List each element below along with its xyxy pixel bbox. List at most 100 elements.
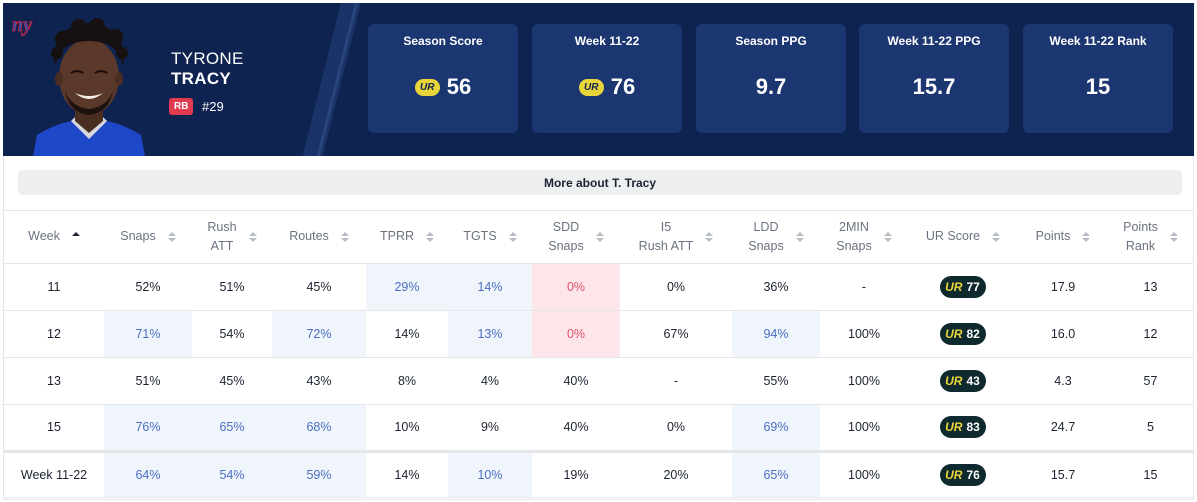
- table-cell: 100%: [820, 357, 908, 405]
- stat-card-label: Season Score: [403, 34, 483, 48]
- table-cell: 15: [1108, 449, 1193, 498]
- more-about-section: More about T. Tracy: [3, 156, 1194, 210]
- column-header-label: UR Score: [925, 229, 981, 244]
- table-row: 13 51% 45% 43% 8% 4% 40% -55% 100% UR 43 4.3 57: [4, 357, 1193, 405]
- table-cell: 68%: [272, 404, 366, 452]
- table-cell: 0%: [620, 263, 732, 311]
- column-header-label: Points: [1035, 229, 1071, 244]
- weekly-stats-table-container: Week Snaps Rush ATT Routes TPRR TGTS SDD Snaps I5…: [3, 210, 1194, 500]
- giants-logo-icon: ny: [12, 14, 33, 36]
- table-cell: 76%: [104, 404, 192, 452]
- table-cell: 13: [1108, 263, 1193, 311]
- ur-logo-icon: UR: [414, 78, 440, 96]
- table-cell: 51%: [104, 357, 192, 405]
- column-header[interactable]: Points: [1018, 211, 1108, 264]
- column-header[interactable]: I5 Rush ATT: [620, 211, 732, 264]
- column-header-label: Rush ATT: [207, 219, 237, 253]
- table-cell: UR 76: [908, 449, 1018, 498]
- sort-arrows-icon[interactable]: [1082, 231, 1091, 242]
- table-cell: 59%: [272, 449, 366, 498]
- sort-arrows-icon[interactable]: [167, 231, 176, 242]
- table-cell: 12: [4, 310, 104, 358]
- summary-row: Week 11-22 64% 54% 59% 14% 10% 19% 20% 65% 100% UR…: [4, 449, 1193, 498]
- column-header[interactable]: Routes: [272, 211, 366, 264]
- stat-card-season-ppg: Season PPG 9.7: [696, 24, 846, 133]
- table-row: 12 71% 54% 72% 14% 13% 0% 67% 94% 100% UR 82 16.0 12: [4, 310, 1193, 358]
- weekly-stats-table: Week Snaps Rush ATT Routes TPRR TGTS SDD Snaps I5…: [4, 211, 1193, 498]
- table-row: 15 76% 65% 68% 10% 9% 40% 0% 69% 100% UR 83 24.7 5: [4, 404, 1193, 452]
- column-header[interactable]: SDD Snaps: [532, 211, 620, 264]
- table-cell: 9%: [448, 404, 532, 452]
- svg-text:ny: ny: [12, 14, 32, 36]
- sort-arrows-icon[interactable]: [340, 231, 349, 242]
- stat-card-value: 56: [446, 74, 472, 99]
- sort-arrows-icon[interactable]: [883, 231, 892, 242]
- table-cell: 100%: [820, 449, 908, 498]
- stat-card-label: Week 11-22 PPG: [887, 34, 981, 48]
- sort-arrows-icon[interactable]: [992, 231, 1001, 242]
- column-header-label: SDD Snaps: [548, 219, 584, 253]
- table-cell: 45%: [272, 263, 366, 311]
- stat-card-value: 76: [610, 74, 636, 99]
- column-header[interactable]: TPRR: [366, 211, 448, 264]
- column-header-label: TPRR: [379, 229, 415, 244]
- ur-score-badge: UR 83: [940, 416, 986, 438]
- column-header[interactable]: Week: [4, 211, 104, 264]
- table-cell: Week 11-22: [4, 449, 104, 498]
- ur-logo-icon: UR: [945, 373, 963, 388]
- column-header-label: I5 Rush ATT: [638, 219, 694, 253]
- table-cell: 5: [1108, 404, 1193, 452]
- table-cell: 54%: [192, 310, 272, 358]
- sort-arrows-icon[interactable]: [426, 231, 435, 242]
- sort-arrows-icon[interactable]: [795, 231, 804, 242]
- table-cell: 71%: [104, 310, 192, 358]
- jersey-number: #29: [202, 99, 224, 114]
- stat-card-label: Week 11-22 Rank: [1049, 34, 1147, 48]
- column-header[interactable]: UR Score: [908, 211, 1018, 264]
- table-cell: -: [820, 263, 908, 311]
- table-cell: 14%: [448, 263, 532, 311]
- ur-logo-icon: UR: [945, 420, 963, 434]
- table-header-row: Week Snaps Rush ATT Routes TPRR TGTS SDD Snaps I5…: [4, 211, 1193, 264]
- column-header-label: LDD Snaps: [748, 219, 784, 253]
- table-cell: 65%: [732, 449, 820, 498]
- table-cell: 45%: [192, 357, 272, 405]
- table-cell: -: [620, 357, 732, 405]
- column-header[interactable]: LDD Snaps: [732, 211, 820, 264]
- table-cell: 94%: [732, 310, 820, 358]
- player-header: ny TYRONE TRACY RB #29 Season Score UR 56: [3, 3, 1194, 156]
- table-cell: 52%: [104, 263, 192, 311]
- sort-arrows-icon[interactable]: [248, 231, 257, 242]
- stat-card-week-ppg: Week 11-22 PPG 15.7: [859, 24, 1009, 133]
- table-cell: 4.3: [1018, 357, 1108, 405]
- sort-arrows-icon[interactable]: [71, 231, 80, 242]
- sort-arrows-icon[interactable]: [595, 231, 604, 242]
- table-cell: 0%: [620, 404, 732, 452]
- table-cell: 19%: [532, 449, 620, 498]
- column-header-label: TGTS: [463, 229, 497, 244]
- sort-arrows-icon[interactable]: [705, 231, 714, 242]
- stat-card-label: Week 11-22: [574, 34, 640, 48]
- more-about-button[interactable]: More about T. Tracy: [18, 170, 1182, 195]
- table-cell: 29%: [366, 263, 448, 311]
- table-cell: UR 77: [908, 263, 1018, 311]
- table-cell: 72%: [272, 310, 366, 358]
- sort-arrows-icon[interactable]: [1169, 231, 1178, 242]
- column-header-label: Routes: [289, 229, 329, 244]
- table-cell: 13%: [448, 310, 532, 358]
- stat-card-week-rank: Week 11-22 Rank 15: [1023, 24, 1173, 133]
- ur-logo-icon: UR: [945, 467, 963, 482]
- table-cell: 15: [4, 404, 104, 452]
- column-header[interactable]: Points Rank: [1108, 211, 1193, 264]
- column-header[interactable]: 2MIN Snaps: [820, 211, 908, 264]
- column-header[interactable]: Snaps: [104, 211, 192, 264]
- table-cell: 14%: [366, 310, 448, 358]
- sort-arrows-icon[interactable]: [508, 231, 517, 242]
- stat-card-value: 15.7: [912, 74, 956, 99]
- column-header[interactable]: TGTS: [448, 211, 532, 264]
- table-cell: 13: [4, 357, 104, 405]
- table-cell: 14%: [366, 449, 448, 498]
- column-header[interactable]: Rush ATT: [192, 211, 272, 264]
- table-cell: 54%: [192, 449, 272, 498]
- table-cell: UR 82: [908, 310, 1018, 358]
